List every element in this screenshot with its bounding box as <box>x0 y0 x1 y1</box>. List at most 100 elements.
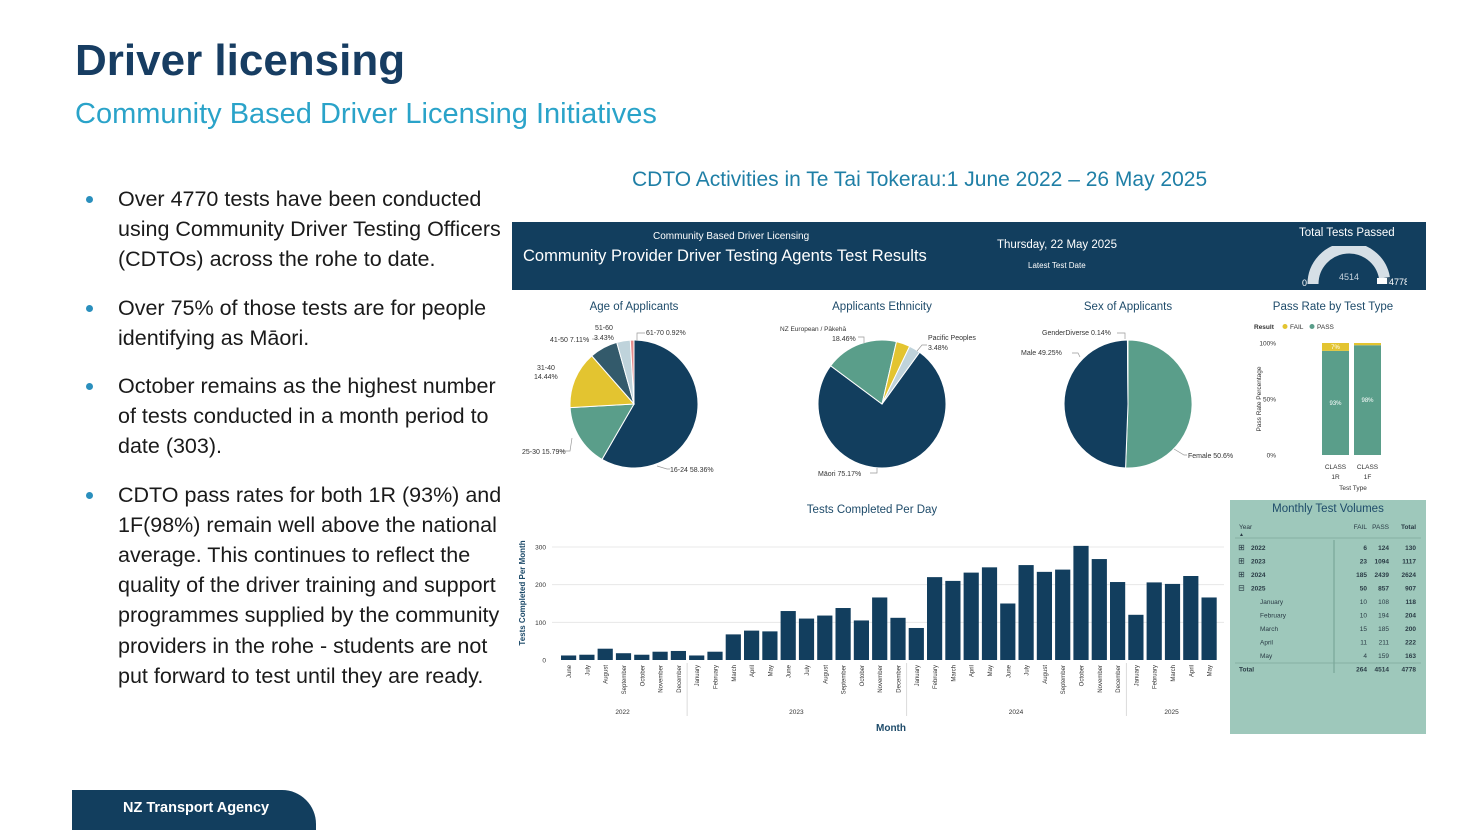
age-label-41-50: 41-50 7.11% <box>550 337 589 344</box>
pass-rate-category: 1F <box>1364 474 1372 481</box>
monthly-volumes-panel <box>1230 500 1426 734</box>
sex-chart-title: Sex of Applicants <box>1084 301 1172 313</box>
collapse-icon: ⊟ <box>1238 584 1245 593</box>
table-cell-fail: 185 <box>1356 572 1367 579</box>
tests-y-label: Tests Completed Per Month <box>518 540 527 645</box>
table-cell-fail: 50 <box>1360 586 1368 593</box>
table-cell-pass: 124 <box>1378 545 1389 552</box>
table-cell-total: 204 <box>1405 613 1416 620</box>
table-cell-total: 163 <box>1405 653 1416 660</box>
table-cell-fail: 10 <box>1360 599 1368 606</box>
month-bar <box>927 577 943 660</box>
month-tick-label: May <box>988 665 994 676</box>
tests-y-tick: 300 <box>535 545 546 552</box>
ethnicity-label-nz-european: NZ European / Pākehā <box>780 326 847 333</box>
month-bar <box>652 651 668 660</box>
table-row-label: April <box>1260 640 1274 647</box>
table-cell-total: 4778 <box>1402 667 1417 674</box>
sex-label-gender-diverse: GenderDiverse 0.14% <box>1042 330 1111 337</box>
dashboard-charts: Age of Applicants 16-24 58.36% 25-30 15.79… <box>518 301 1426 734</box>
ethnicity-label-pacific-value: 3.48% <box>928 345 948 352</box>
tests-per-day-title: Tests Completed Per Day <box>807 504 938 516</box>
age-leader <box>560 437 573 452</box>
month-tick-label: February <box>933 665 939 689</box>
month-tick-label: June <box>567 664 573 678</box>
table-cell-pass: 185 <box>1378 626 1389 633</box>
tests-y-tick: 100 <box>535 620 546 627</box>
page-title: Driver licensing <box>75 36 406 85</box>
tests-y-tick: 200 <box>535 582 546 589</box>
legend-pass-marker <box>1309 324 1315 329</box>
age-label-31-40-value: 14.44% <box>534 374 558 381</box>
month-tick-label: November <box>878 665 884 693</box>
expand-icon: ⊞ <box>1238 557 1245 566</box>
pass-rate-category: CLASS <box>1357 464 1379 471</box>
year-group-label: 2022 <box>615 709 630 716</box>
age-pie-slice <box>569 403 635 461</box>
month-bar <box>670 650 686 660</box>
month-tick-label: April <box>1189 665 1195 677</box>
month-tick-label: January <box>915 665 921 686</box>
ethnicity-label-nz-european-value: 18.46% <box>832 336 856 343</box>
total-tests-passed-label: Total Tests Passed <box>1299 227 1395 239</box>
age-leader <box>656 465 670 470</box>
month-tick-label: June <box>1006 664 1012 678</box>
table-row-label: 2024 <box>1251 572 1266 579</box>
table-cell-fail: 4 <box>1363 653 1367 660</box>
month-tick-label: August <box>1043 665 1049 684</box>
table-cell-fail: 11 <box>1360 640 1367 647</box>
month-tick-label: October <box>860 665 866 686</box>
month-tick-label: August <box>604 665 610 684</box>
month-tick-label: July <box>1025 665 1031 676</box>
month-bar <box>634 654 650 660</box>
bullet-item: Over 75% of those tests are for people i… <box>84 293 504 353</box>
age-label-51-60-name: 51-60 <box>595 325 613 332</box>
month-bar <box>561 655 577 660</box>
age-leader <box>636 332 645 341</box>
month-tick-label: February <box>714 665 720 689</box>
month-tick-label: November <box>659 665 665 693</box>
footer-tab: NZ Transport Agency <box>72 790 316 830</box>
age-label-25-30: 25-30 15.79% <box>522 449 566 456</box>
pass-rate-legend-pass: PASS <box>1317 324 1335 331</box>
bullet-text: CDTO pass rates for both 1R (93%) and 1F… <box>118 482 502 688</box>
month-bar <box>1164 583 1181 660</box>
month-bar <box>1036 571 1052 660</box>
legend-fail-marker <box>1282 324 1288 329</box>
ethnicity-chart-title: Applicants Ethnicity <box>832 301 932 313</box>
month-bar <box>798 618 815 660</box>
pass-rate-y-tick: 0% <box>1267 453 1277 460</box>
ethnicity-leader <box>870 468 878 474</box>
gauge-value: 4514 <box>1339 272 1359 282</box>
pass-rate-legend-fail: FAIL <box>1290 324 1304 331</box>
sex-pie-slice <box>1063 339 1129 469</box>
tests-x-label: Month <box>876 723 906 734</box>
month-bar <box>890 617 906 660</box>
month-bar <box>908 627 924 660</box>
month-bar <box>1128 614 1144 660</box>
month-bar <box>597 648 613 660</box>
ethnicity-label-pacific: Pacific Peoples <box>928 335 976 342</box>
table-row-label: Total <box>1239 667 1254 674</box>
month-tick-label: January <box>695 665 701 686</box>
age-label-31-40-name: 31-40 <box>537 365 555 372</box>
month-tick-label: August <box>823 665 829 684</box>
month-bar <box>579 654 595 660</box>
ethnicity-pie-slice <box>881 345 921 405</box>
table-cell-pass: 2439 <box>1375 572 1390 579</box>
dashboard-banner: Community Based Driver Licensing Communi… <box>512 222 1426 290</box>
month-tick-label: September <box>1061 665 1067 694</box>
table-cell-fail: 6 <box>1363 545 1367 552</box>
month-bar <box>725 634 741 660</box>
table-cell-fail: 23 <box>1360 559 1368 566</box>
month-tick-label: February <box>1153 665 1159 689</box>
table-cell-pass: 1094 <box>1375 559 1390 566</box>
pass-rate-bar-fail <box>1322 343 1349 351</box>
monthly-volumes-title: Monthly Test Volumes <box>1272 503 1384 515</box>
table-cell-pass: 194 <box>1378 613 1389 620</box>
year-group-label: 2025 <box>1164 709 1179 716</box>
age-chart-title: Age of Applicants <box>590 301 679 313</box>
month-tick-label: July <box>585 665 591 676</box>
age-pie-slice <box>569 355 636 409</box>
footer-brand: NZ Transport Agency <box>123 800 270 816</box>
